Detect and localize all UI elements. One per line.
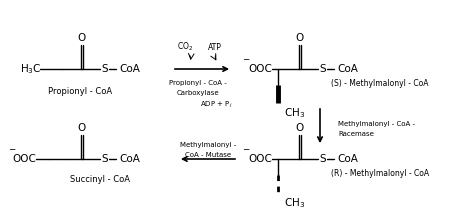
Text: Succinyl - CoA: Succinyl - CoA [70,175,130,183]
Text: CH$_3$: CH$_3$ [284,196,305,210]
Text: ATP: ATP [208,42,222,51]
Text: CoA: CoA [337,154,358,164]
Text: O: O [296,123,304,133]
Text: CoA: CoA [119,64,140,74]
Text: CH$_3$: CH$_3$ [284,106,305,120]
Text: OOC: OOC [248,64,272,74]
Text: OOC: OOC [248,154,272,164]
Text: OOC: OOC [12,154,36,164]
Text: CoA: CoA [337,64,358,74]
Text: O: O [78,33,86,43]
Text: $^-$: $^-$ [7,147,17,160]
Text: Propionyl - CoA -: Propionyl - CoA - [169,80,227,86]
Text: CoA: CoA [119,154,140,164]
Text: (R) - Methylmalonyl - CoA: (R) - Methylmalonyl - CoA [331,168,429,177]
Text: CoA - Mutase: CoA - Mutase [185,152,231,158]
Text: Methylmalonyl -: Methylmalonyl - [180,142,236,148]
Text: S: S [319,64,326,74]
Text: H$_3$C: H$_3$C [20,62,42,76]
Text: S: S [102,154,109,164]
Text: CO$_2$: CO$_2$ [177,41,193,53]
Text: O: O [296,33,304,43]
Text: S: S [319,154,326,164]
Text: $^-$: $^-$ [241,147,251,160]
Text: S: S [102,64,109,74]
Text: O: O [78,123,86,133]
Text: Racemase: Racemase [338,131,374,137]
Text: $^-$: $^-$ [241,57,251,69]
Text: Methylmalonyl - CoA -: Methylmalonyl - CoA - [338,121,415,127]
Text: ADP + P$_i$: ADP + P$_i$ [200,100,232,110]
Text: Propionyl - CoA: Propionyl - CoA [48,86,112,95]
Text: (S) - Methylmalonyl - CoA: (S) - Methylmalonyl - CoA [331,78,429,88]
Text: Carboxylase: Carboxylase [177,90,219,96]
